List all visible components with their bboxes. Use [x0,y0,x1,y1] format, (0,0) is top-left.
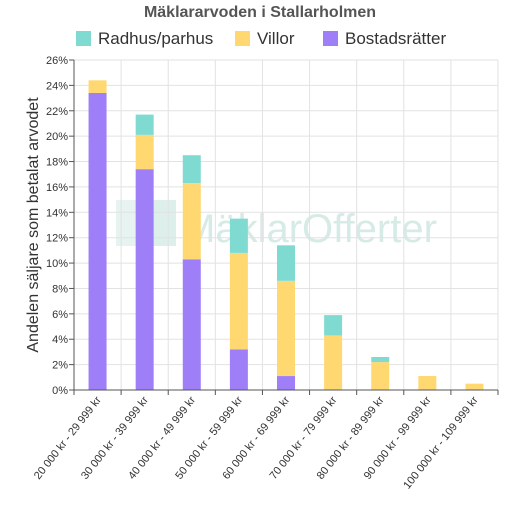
bar-radhus-parhus-3 [182,155,201,184]
bar-villor-8 [418,376,437,390]
y-tick-label: 16% [46,182,68,194]
chart-title: Mäklararvoden i Stallarholmen [144,4,376,21]
y-tick-label: 12% [46,233,68,245]
bar-radhus-parhus-7 [371,357,390,363]
legend: Radhus/parhus Villor Bostadsrätter [76,29,446,48]
y-tick-labels: 0% 2% 4% 6% 8% 10% 12% 14% 16% 18% 20% 22% 24% 26% [46,55,68,397]
y-tick-label: 8% [52,283,68,295]
y-tick-label: 14% [46,207,68,219]
y-tick-label: 20% [46,131,68,143]
y-tick-label: 4% [52,334,68,346]
legend-swatch [323,31,338,46]
legend-swatch [235,31,250,46]
y-tick-label: 2% [52,360,68,372]
legend-label: Villor [257,29,295,48]
bar-radhus-parhus-4 [229,218,248,253]
bar-bostadsr-tter-5 [277,376,295,390]
y-tick-label: 18% [46,157,68,169]
bar-bostadsr-tter-1 [88,93,107,390]
y-tick-label: 0% [52,385,68,397]
y-tick-label: 6% [52,309,68,321]
bars [88,80,484,390]
bar-villor-1 [88,80,107,93]
y-tick-label: 10% [46,258,68,270]
y-tick-label: 26% [46,55,68,67]
bar-villor-4 [229,252,248,350]
legend-label: Radhus/parhus [98,29,213,48]
bar-bostadsr-tter-4 [229,349,248,390]
bar-villor-3 [182,183,201,260]
bar-bostadsr-tter-3 [182,259,201,390]
bar-villor-2 [135,134,154,170]
bar-villor-7 [371,362,390,390]
axes [73,60,498,391]
bar-villor-6 [324,335,343,390]
bar-villor-9 [465,383,484,390]
bar-bostadsr-tter-2 [135,169,154,390]
bar-radhus-parhus-2 [135,114,154,135]
bar-radhus-parhus-5 [277,245,295,281]
y-tick-label: 24% [46,80,68,92]
watermark: MäklarOfferter [116,200,437,251]
legend-swatch [76,31,91,46]
bar-villor-5 [277,280,295,377]
legend-label: Bostadsrätter [345,29,446,48]
y-tick-label: 22% [46,106,68,118]
y-axis-label: Andelen säljare som betalat arvodet [25,97,42,353]
bar-radhus-parhus-6 [324,315,343,336]
